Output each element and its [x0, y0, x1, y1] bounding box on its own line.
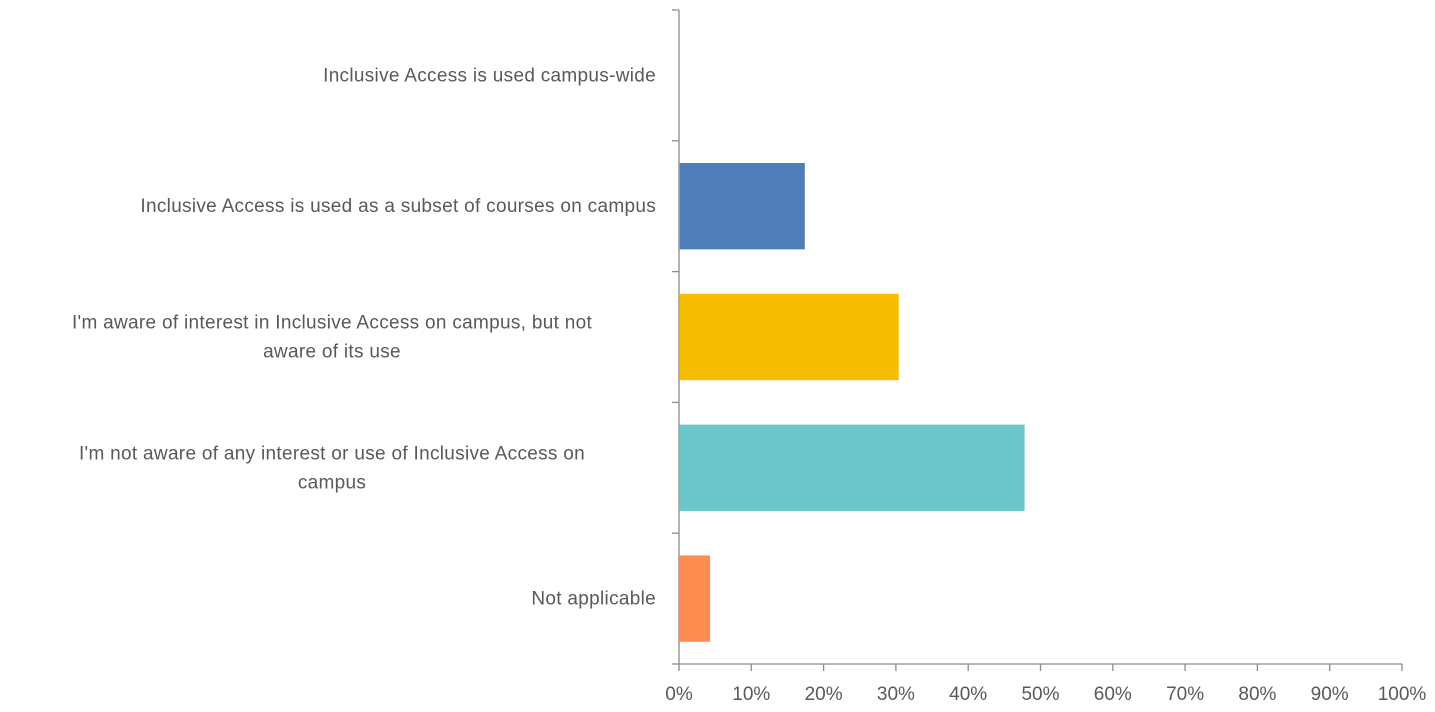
x-tick-label: 80% — [1238, 684, 1276, 705]
x-tick-label: 20% — [805, 684, 843, 705]
category-label: Inclusive Access is used campus-wide — [323, 65, 656, 86]
x-tick-label: 40% — [949, 684, 987, 705]
chart-bars — [679, 163, 1025, 642]
x-tick-label: 90% — [1311, 684, 1349, 705]
category-label: Not applicable — [531, 589, 656, 610]
category-label: I'm not aware of any interest or use of … — [79, 443, 585, 493]
x-tick-label: 10% — [732, 684, 770, 705]
bar — [679, 163, 805, 250]
x-tick-label: 0% — [665, 684, 693, 705]
category-label: I'm aware of interest in Inclusive Acces… — [72, 313, 593, 363]
x-tick-label: 60% — [1094, 684, 1132, 705]
bar — [679, 424, 1025, 511]
bar — [679, 555, 711, 642]
category-label: Inclusive Access is used as a subset of … — [140, 196, 656, 217]
category-labels: Inclusive Access is used campus-wide Incl… — [72, 65, 656, 609]
bar — [679, 293, 899, 381]
x-tick-labels: 0% 10% 20% 30% 40% 50% 60% 70% 80% 90% 100% — [665, 684, 1426, 705]
x-tick-label: 100% — [1378, 684, 1427, 705]
chart-axes — [672, 9, 1403, 671]
x-tick-label: 30% — [877, 684, 915, 705]
x-tick-label: 70% — [1166, 684, 1204, 705]
x-tick-label: 50% — [1021, 684, 1059, 705]
